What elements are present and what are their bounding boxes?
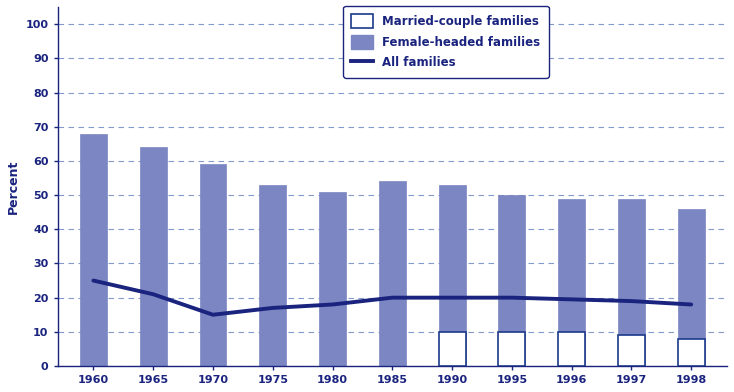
- Bar: [439, 185, 465, 366]
- Bar: [259, 185, 286, 366]
- Bar: [558, 332, 585, 366]
- Bar: [439, 332, 465, 366]
- Bar: [319, 192, 346, 366]
- Bar: [677, 339, 705, 366]
- Bar: [139, 147, 167, 366]
- Bar: [498, 332, 526, 366]
- Legend: Married-couple families, Female-headed families, All families: Married-couple families, Female-headed f…: [344, 6, 548, 78]
- Bar: [379, 181, 406, 366]
- Bar: [80, 134, 107, 366]
- Bar: [677, 209, 705, 366]
- Bar: [558, 198, 585, 366]
- Bar: [618, 335, 645, 366]
- Bar: [498, 195, 526, 366]
- Bar: [618, 198, 645, 366]
- Y-axis label: Percent: Percent: [7, 160, 20, 214]
- Bar: [200, 164, 226, 366]
